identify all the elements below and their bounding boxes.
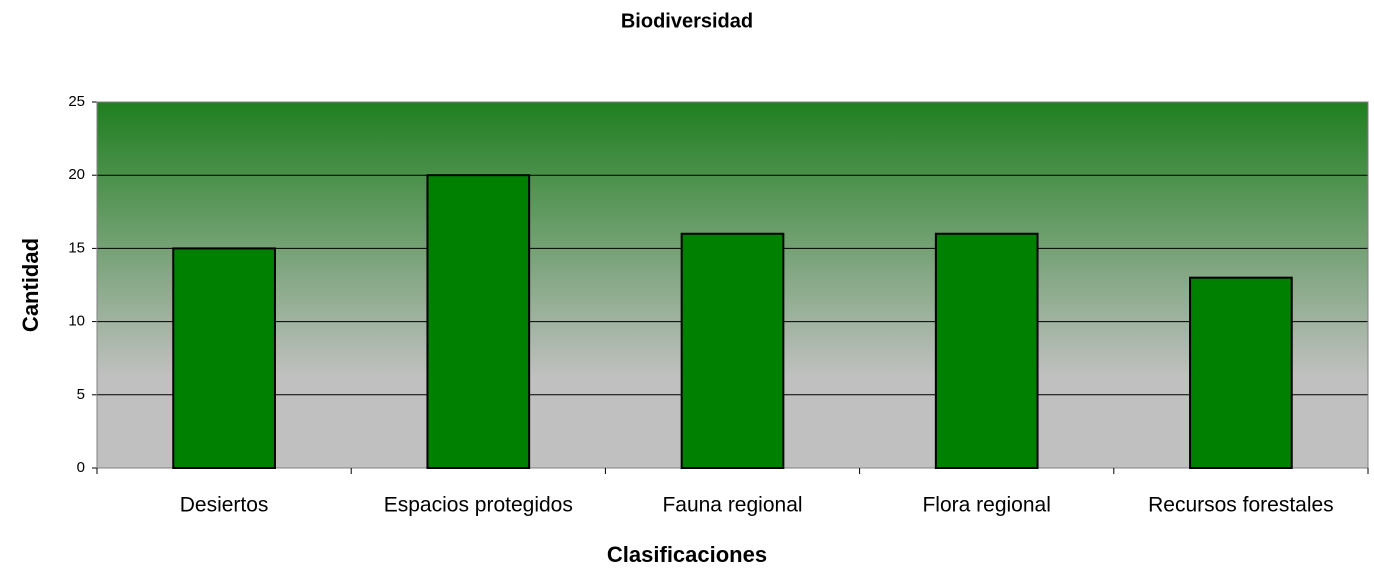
x-axis-label: Clasificaciones (607, 542, 767, 567)
bar (680, 232, 785, 469)
bar (426, 174, 531, 469)
x-tick-label: Flora regional (922, 494, 1050, 517)
y-tick-label: 5 (77, 386, 85, 403)
bar (172, 247, 276, 469)
y-tick-label: 10 (68, 313, 85, 330)
x-tick-label: Fauna regional (662, 494, 802, 517)
bar (1189, 276, 1293, 469)
x-tick-label: Desiertos (180, 494, 269, 517)
y-tick-label: 0 (77, 459, 85, 476)
y-tick-label: 20 (68, 166, 85, 183)
y-tick-label: 25 (68, 93, 85, 110)
x-tick-label: Recursos forestales (1148, 494, 1334, 517)
x-tick-label: Espacios protegidos (384, 494, 573, 517)
bar (934, 232, 1039, 469)
chart-title: Biodiversidad (621, 10, 753, 32)
y-axis-label: Cantidad (18, 238, 43, 332)
y-tick-label: 15 (68, 239, 85, 256)
